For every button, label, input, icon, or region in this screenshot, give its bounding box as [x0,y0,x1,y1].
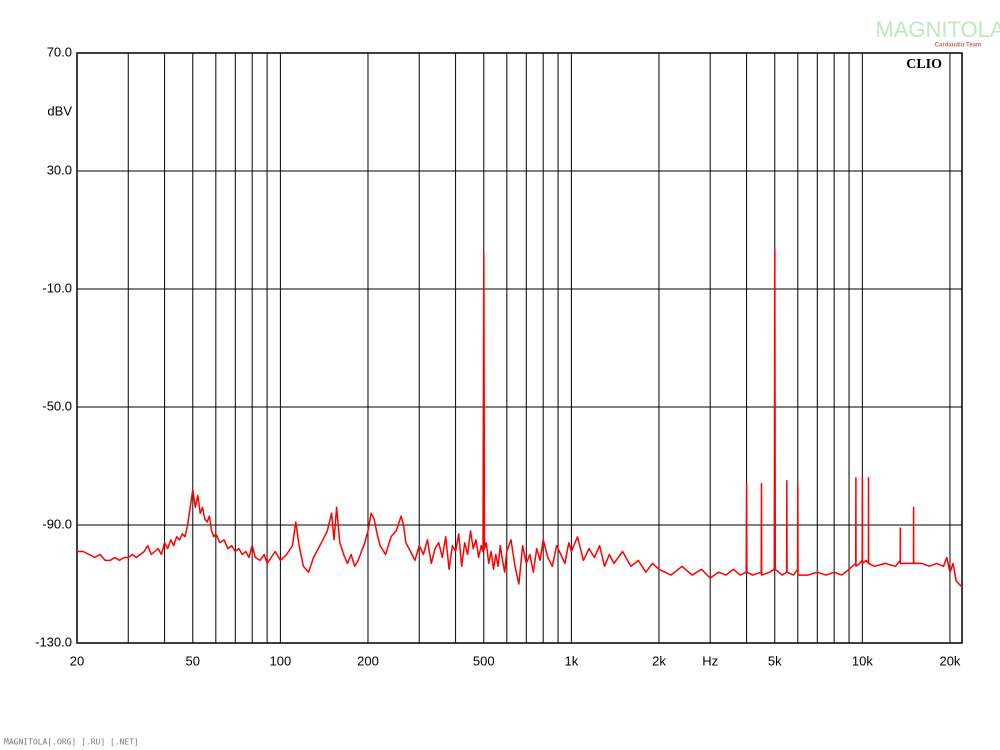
y-axis-label: dBV [47,103,72,118]
y-tick-label: -130.0 [35,634,72,649]
x-tick-label: 100 [270,653,292,668]
y-tick-label: 30.0 [47,162,72,177]
x-tick-label: 500 [473,653,495,668]
footer: MAGNITOLA[.ORG] [.RU] [.NET] [4,738,139,747]
y-tick-label: -10.0 [42,280,72,295]
y-tick-label: 70.0 [47,44,72,59]
brand: CLIO [906,57,942,72]
x-tick-label: 10k [852,653,873,668]
x-tick-label: 2k [652,653,666,668]
y-tick-label: -50.0 [42,398,72,413]
y-tick-label: -90.0 [42,516,72,531]
watermark: MAGNITOLA [875,17,1000,42]
x-tick-label: 20k [939,653,960,668]
plot-frame [76,52,963,644]
x-tick-label: 200 [357,653,379,668]
x-tick-label: Hz [702,653,718,668]
spectrum-line [77,248,963,588]
x-tick-label: 1k [565,653,579,668]
x-tick-label: 50 [186,653,200,668]
x-tick-label: 20 [70,653,84,668]
watermark-sub: Cardaudio Team [935,43,982,49]
x-tick-label: 5k [768,653,782,668]
